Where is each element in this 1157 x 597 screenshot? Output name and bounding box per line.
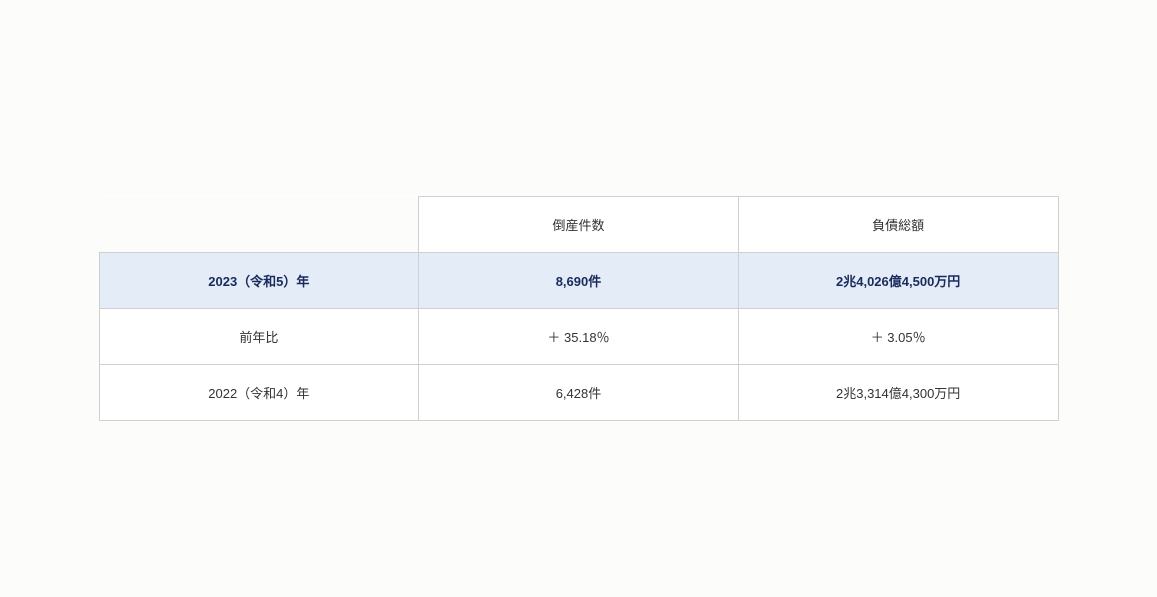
header-liabilities: 負債総額 bbox=[738, 197, 1058, 253]
cell-2022-bankruptcies: 6,428件 bbox=[419, 365, 739, 421]
row-label-yoy: 前年比 bbox=[99, 309, 419, 365]
table-header-row: 倒産件数 負債総額 bbox=[99, 197, 1058, 253]
cell-yoy-bankruptcies: ＋ 35.18％ bbox=[419, 309, 739, 365]
bankruptcy-summary-table: 倒産件数 負債総額 2023（令和5）年 8,690件 2兆4,026億4,50… bbox=[99, 196, 1059, 421]
bankruptcy-summary-table-container: 倒産件数 負債総額 2023（令和5）年 8,690件 2兆4,026億4,50… bbox=[99, 176, 1059, 421]
table-row: 2023（令和5）年 8,690件 2兆4,026億4,500万円 bbox=[99, 253, 1058, 309]
cell-2023-bankruptcies: 8,690件 bbox=[419, 253, 739, 309]
cell-2022-liabilities: 2兆3,314億4,300万円 bbox=[738, 365, 1058, 421]
cell-2023-liabilities: 2兆4,026億4,500万円 bbox=[738, 253, 1058, 309]
row-label-2022: 2022（令和4）年 bbox=[99, 365, 419, 421]
header-empty-cell bbox=[99, 197, 419, 253]
table-row: 前年比 ＋ 35.18％ ＋ 3.05％ bbox=[99, 309, 1058, 365]
cell-yoy-liabilities: ＋ 3.05％ bbox=[738, 309, 1058, 365]
table-row: 2022（令和4）年 6,428件 2兆3,314億4,300万円 bbox=[99, 365, 1058, 421]
header-bankruptcies: 倒産件数 bbox=[419, 197, 739, 253]
row-label-2023: 2023（令和5）年 bbox=[99, 253, 419, 309]
